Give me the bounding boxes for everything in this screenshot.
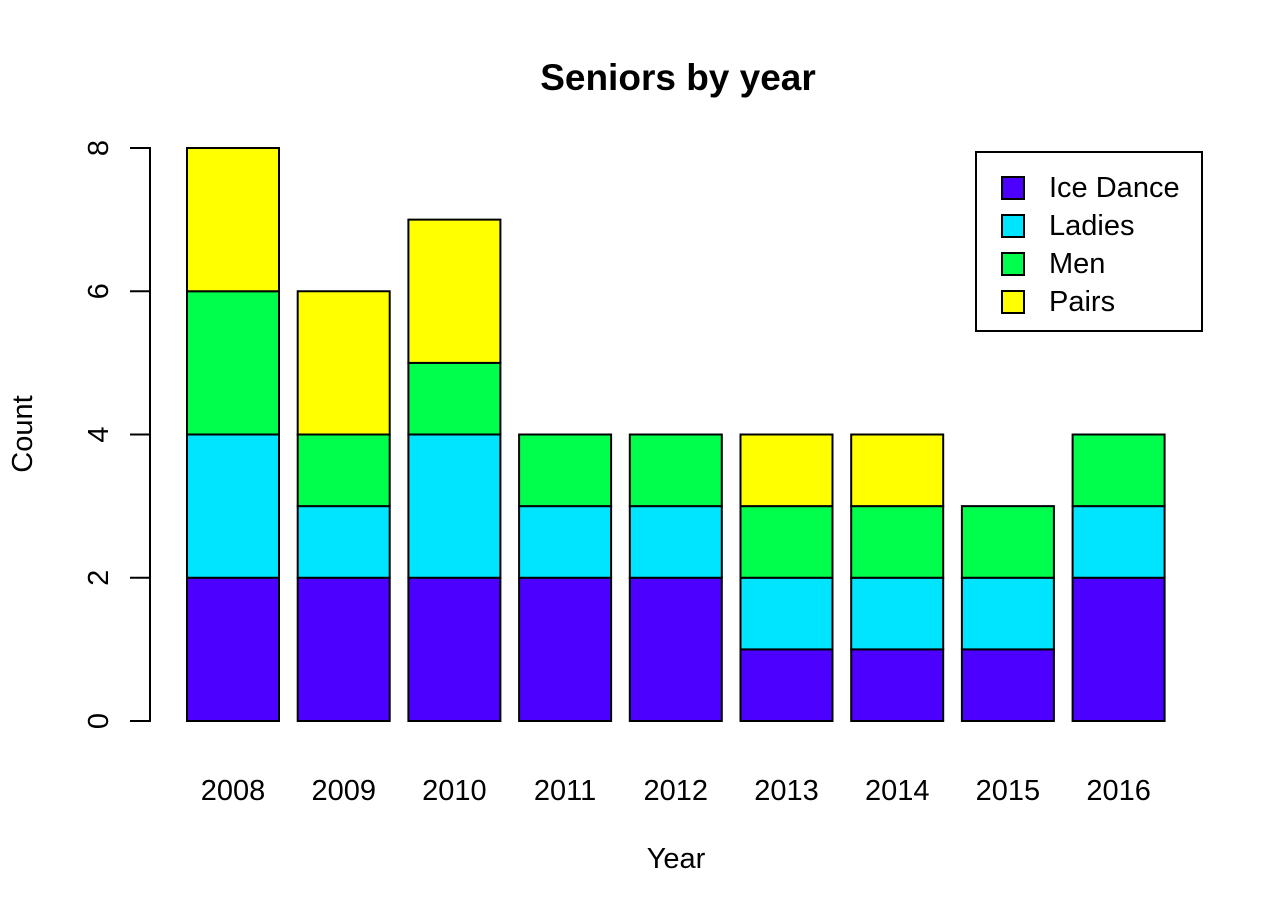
bars-group bbox=[186, 147, 1166, 722]
bar-2013-pairs bbox=[739, 433, 834, 508]
bar-2011-ice-dance bbox=[518, 576, 613, 722]
x-tick-label-2011: 2011 bbox=[534, 775, 596, 807]
legend-swatch-men bbox=[1001, 252, 1025, 276]
legend-label-pairs: Pairs bbox=[1049, 285, 1116, 318]
bar-2014-pairs bbox=[850, 433, 945, 508]
legend-label-ladies: Ladies bbox=[1049, 209, 1135, 242]
y-tick-label: 6 bbox=[83, 283, 115, 299]
y-tick-label: 4 bbox=[83, 426, 115, 442]
bar-2010-ice-dance bbox=[407, 576, 502, 722]
bar-2011-men bbox=[518, 433, 613, 508]
bar-2016-ice-dance bbox=[1071, 576, 1166, 722]
x-tick-label-2014: 2014 bbox=[865, 775, 930, 807]
y-axis: 0 2 4 6 8 bbox=[83, 140, 151, 729]
x-tick-label-2016: 2016 bbox=[1086, 775, 1151, 807]
bar-2016-ladies bbox=[1071, 505, 1166, 579]
bar-2014-ladies bbox=[850, 576, 945, 651]
bar-2008-pairs bbox=[186, 147, 280, 293]
legend-item-ice-dance: Ice Dance bbox=[977, 169, 1201, 207]
y-tick-label: 2 bbox=[83, 570, 115, 586]
legend-label-men: Men bbox=[1049, 247, 1106, 280]
bar-2016-men bbox=[1071, 433, 1166, 508]
x-tick-label-2009: 2009 bbox=[311, 775, 376, 807]
bar-2011-ladies bbox=[518, 505, 613, 579]
bar-2012-men bbox=[628, 433, 723, 508]
bar-2010-pairs bbox=[407, 218, 502, 364]
x-axis-title: Year bbox=[647, 843, 706, 875]
bar-2009-ladies bbox=[296, 505, 391, 579]
bar-2014-men bbox=[850, 505, 945, 579]
legend-swatch-ladies bbox=[1001, 214, 1025, 238]
bar-2015-ice-dance bbox=[960, 648, 1055, 722]
bar-2013-ice-dance bbox=[739, 648, 834, 722]
legend-item-pairs: Pairs bbox=[977, 283, 1201, 321]
bar-2008-ladies bbox=[186, 433, 280, 579]
bar-2009-pairs bbox=[296, 290, 391, 436]
bar-2013-men bbox=[739, 505, 834, 579]
legend-swatch-pairs bbox=[1001, 290, 1025, 314]
x-tick-label-2008: 2008 bbox=[201, 775, 266, 807]
legend-swatch-ice-dance bbox=[1001, 176, 1025, 200]
legend-label-ice-dance: Ice Dance bbox=[1049, 171, 1180, 204]
bar-2014-ice-dance bbox=[850, 648, 945, 722]
bar-2010-men bbox=[407, 361, 502, 436]
legend-item-ladies: Ladies bbox=[977, 207, 1201, 245]
bar-2008-men bbox=[186, 290, 280, 436]
bar-2012-ladies bbox=[628, 505, 723, 579]
legend: Ice Dance Ladies Men Pairs bbox=[975, 151, 1203, 332]
bar-2015-ladies bbox=[960, 576, 1055, 651]
x-axis-labels: 2008 2009 2010 2011 2012 2013 2014 2015 2016 bbox=[201, 775, 1151, 807]
x-tick-label-2010: 2010 bbox=[422, 775, 487, 807]
bar-2015-men bbox=[960, 505, 1055, 579]
x-tick-label-2015: 2015 bbox=[976, 775, 1041, 807]
legend-item-men: Men bbox=[977, 245, 1201, 283]
chart-title: Seniors by year bbox=[540, 57, 816, 98]
bar-2009-ice-dance bbox=[296, 576, 391, 722]
y-tick-label: 0 bbox=[83, 713, 115, 729]
bar-2012-ice-dance bbox=[628, 576, 723, 722]
bar-2010-ladies bbox=[407, 433, 502, 579]
bar-2013-ladies bbox=[739, 576, 834, 651]
x-tick-label-2012: 2012 bbox=[644, 775, 709, 807]
y-axis-title: Count bbox=[7, 395, 39, 472]
y-tick-label: 8 bbox=[83, 140, 115, 156]
bar-2009-men bbox=[296, 433, 391, 508]
bar-2008-ice-dance bbox=[186, 576, 280, 722]
x-tick-label-2013: 2013 bbox=[754, 775, 819, 807]
